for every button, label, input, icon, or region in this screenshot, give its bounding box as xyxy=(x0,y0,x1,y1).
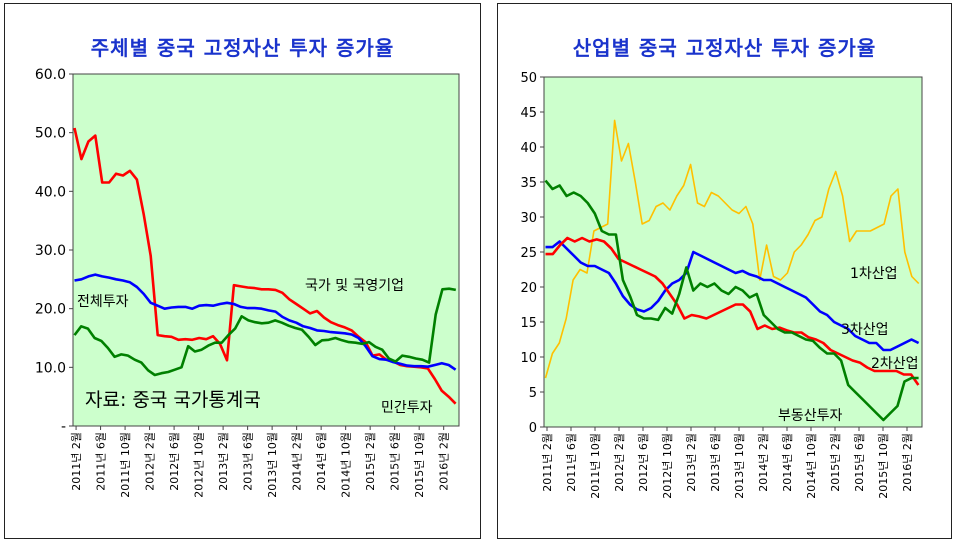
left-x-tick-label: 2013년 2월 xyxy=(217,432,230,491)
left-chart-title: 주체별 중국 고정자산 투자 증가율 xyxy=(90,36,395,60)
left-x-tick-label: 2013년 10월 xyxy=(266,432,279,498)
left-x-tick-label: 2016년 2월 xyxy=(438,432,451,491)
right-y-tick-label: 40 xyxy=(520,141,537,156)
right-x-tick-label: 2011년 2월 xyxy=(541,433,554,492)
right-y-tick-label: 50 xyxy=(520,71,537,86)
left-chart: 60.0 50.0 40.0 30.0 20.0 10.0 -2011년 2월 2011년 6… xyxy=(35,67,460,498)
left-x-tick-label: 2011년 10월 xyxy=(119,432,132,498)
right-y-tick-label: 20 xyxy=(520,281,537,296)
left-x-tick-label: 2013년 6월 xyxy=(242,432,255,491)
right-chart-panel: 산업별 중국 고정자산 투자 증가율 50 45 40 35 30 25 20 15 10 5 0 2… xyxy=(497,3,952,539)
left-x-tick-label: 2012년 10월 xyxy=(193,432,206,498)
annotation-private-investment: 민간투자 xyxy=(381,400,433,416)
right-x-tick-label: 2016년 2월 xyxy=(901,433,914,492)
right-x-tick-label: 2015년 2월 xyxy=(829,433,842,492)
annotation-tertiary-industry: 3차산업 xyxy=(841,322,889,338)
left-x-tick-label: 2012년 6월 xyxy=(168,432,181,491)
right-series-blue xyxy=(545,240,920,352)
left-x-tick-label: 2015년 10월 xyxy=(413,432,426,498)
left-chart-panel: 주체별 중국 고정자산 투자 증가율 60.0 50.0 40.0 30.0 20.0 1… xyxy=(4,3,481,539)
right-y-tick-label: 35 xyxy=(520,176,537,191)
right-series-yellow xyxy=(544,119,920,379)
right-chart-title: 산업별 중국 고정자산 투자 증가율 xyxy=(572,36,877,60)
right-series-red xyxy=(545,236,920,386)
right-x-tick-label: 2015년 10월 xyxy=(877,433,890,499)
right-y-tick-label: 25 xyxy=(520,246,537,261)
right-x-tick-label: 2012년 2월 xyxy=(613,433,626,492)
right-x-tick-label: 2012년 6월 xyxy=(637,433,650,492)
left-x-tick-label: 2014년 6월 xyxy=(315,432,328,491)
right-x-tick-label: 2011년 6월 xyxy=(565,433,578,492)
right-y-tick-label: 30 xyxy=(520,211,537,226)
left-x-tick-label: 2012년 2월 xyxy=(144,432,157,491)
left-x-tick-label: 2015년 6월 xyxy=(389,432,402,491)
right-x-tick-label: 2012년 10월 xyxy=(661,433,674,499)
left-x-tick-label: 2015년 2월 xyxy=(364,432,377,491)
right-x-tick-label: 2015년 6월 xyxy=(853,433,866,492)
left-x-tick-label: 2014년 10월 xyxy=(340,432,353,498)
right-y-tick-label: 5 xyxy=(529,386,537,401)
left-y-tick-label: 20.0 xyxy=(35,302,66,318)
left-x-tick-label: 2011년 6월 xyxy=(95,432,108,491)
left-y-tick-label: 10.0 xyxy=(35,360,66,376)
annotation-total-investment: 전체투자 xyxy=(77,294,129,310)
left-y-tick-label: - xyxy=(61,419,66,435)
right-x-tick-label: 2014년 10월 xyxy=(805,433,818,499)
right-y-tick-label: 10 xyxy=(520,351,537,366)
right-x-tick-label: 2011년 10월 xyxy=(589,433,602,499)
right-x-tick-label: 2013년 6월 xyxy=(709,433,722,492)
right-x-tick-label: 2013년 2월 xyxy=(685,433,698,492)
right-plot-area xyxy=(543,76,923,428)
left-series-green xyxy=(73,287,457,377)
right-x-tick-label: 2014년 2월 xyxy=(757,433,770,492)
left-x-tick-label: 2011년 2월 xyxy=(70,432,83,491)
annotation-primary-industry: 1차산업 xyxy=(850,266,898,282)
right-x-tick-label: 2013년 10월 xyxy=(733,433,746,499)
annotation-secondary-industry: 2차산업 xyxy=(871,356,919,372)
right-y-tick-label: 15 xyxy=(520,316,537,331)
right-series-green xyxy=(544,179,919,422)
left-series-blue xyxy=(74,273,457,371)
left-y-tick-label: 50.0 xyxy=(35,126,66,142)
source-note: 자료: 중국 국가통계국 xyxy=(85,389,261,411)
left-plot-area xyxy=(72,73,460,427)
annotation-real-estate: 부동산투자 xyxy=(778,408,843,424)
right-y-tick-label: 0 xyxy=(529,421,537,436)
left-x-tick-label: 2014년 2월 xyxy=(291,432,304,491)
right-x-tick-label: 2014년 6월 xyxy=(781,433,794,492)
annotation-state-owned: 국가 및 국영기업 xyxy=(305,278,404,294)
left-y-tick-label: 60.0 xyxy=(35,67,66,83)
right-y-tick-label: 45 xyxy=(520,106,537,121)
left-y-tick-label: 40.0 xyxy=(35,184,66,200)
left-y-tick-label: 30.0 xyxy=(35,243,66,259)
